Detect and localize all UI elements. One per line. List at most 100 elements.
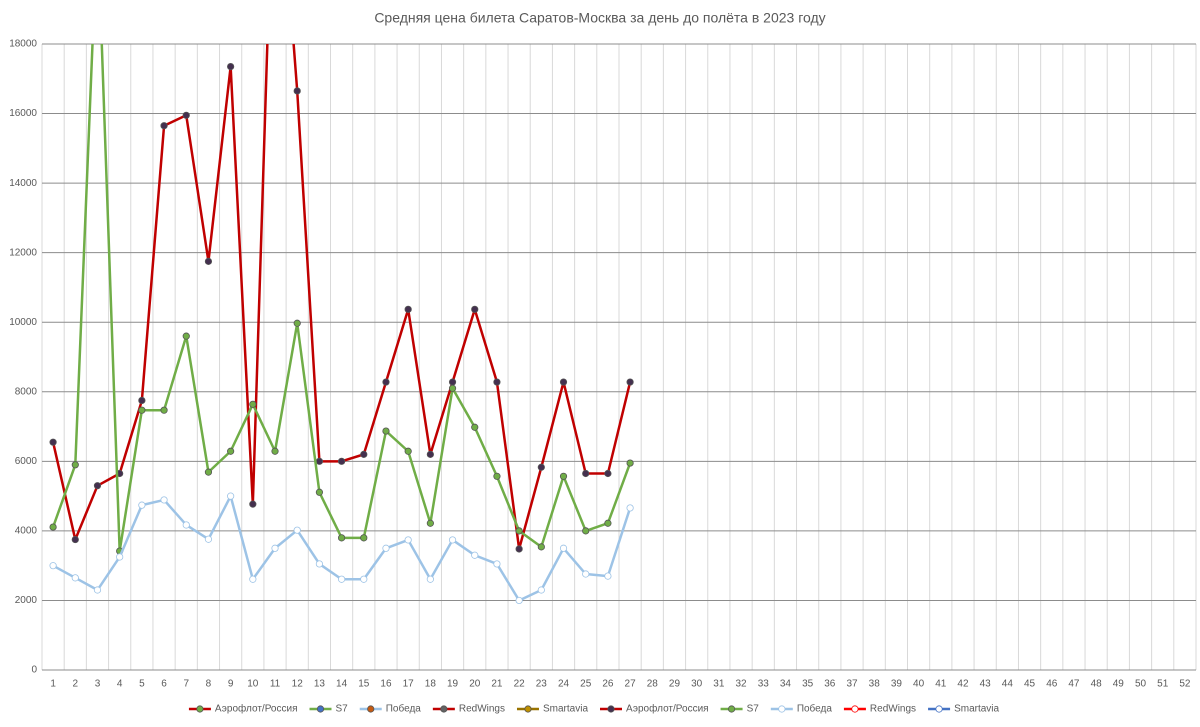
x-tick-label: 45 bbox=[1024, 679, 1036, 690]
data-point bbox=[315, 488, 324, 496]
data-point bbox=[227, 447, 235, 455]
x-tick-label: 47 bbox=[1068, 679, 1080, 690]
data-point bbox=[559, 378, 568, 386]
data-point bbox=[493, 378, 501, 386]
data-point bbox=[71, 574, 79, 582]
data-point bbox=[448, 384, 457, 392]
x-tick-label: 14 bbox=[336, 679, 348, 690]
data-point bbox=[138, 406, 146, 414]
y-tick-label: 12000 bbox=[9, 247, 37, 258]
legend-item: Аэрофлот/Россия bbox=[600, 703, 709, 715]
x-tick-label: 35 bbox=[802, 679, 814, 690]
data-point bbox=[515, 596, 523, 605]
data-point bbox=[293, 526, 301, 534]
data-point bbox=[49, 523, 57, 531]
legend-marker bbox=[778, 705, 786, 713]
legend-item: S7 bbox=[720, 704, 760, 715]
data-point bbox=[138, 396, 146, 405]
data-point bbox=[626, 378, 634, 386]
y-tick-label: 0 bbox=[31, 665, 37, 676]
data-point bbox=[249, 400, 257, 408]
legend-marker bbox=[316, 705, 325, 713]
data-point bbox=[448, 536, 457, 544]
x-tick-label: 3 bbox=[95, 679, 101, 690]
x-tick-label: 26 bbox=[602, 679, 614, 690]
legend-item: S7 bbox=[309, 704, 349, 715]
x-tick-label: 28 bbox=[647, 679, 659, 690]
data-point bbox=[515, 545, 523, 553]
y-tick-label: 4000 bbox=[15, 526, 38, 537]
chart-title: Средняя цена билета Саратов-Москва за де… bbox=[374, 10, 825, 26]
x-tick-label: 24 bbox=[558, 679, 570, 690]
data-point bbox=[404, 536, 412, 544]
x-tick-label: 48 bbox=[1091, 679, 1103, 690]
x-tick-label: 41 bbox=[935, 679, 947, 690]
x-tick-label: 52 bbox=[1179, 679, 1191, 690]
data-point bbox=[227, 63, 235, 71]
x-tick-label: 38 bbox=[869, 679, 881, 690]
data-point bbox=[471, 305, 479, 313]
x-tick-label: 50 bbox=[1135, 679, 1147, 690]
data-point bbox=[426, 519, 434, 527]
data-point bbox=[71, 461, 79, 469]
data-point bbox=[293, 87, 301, 95]
data-point bbox=[493, 472, 501, 480]
x-tick-label: 22 bbox=[514, 679, 526, 690]
x-tick-label: 15 bbox=[358, 679, 370, 690]
legend-marker bbox=[440, 705, 448, 713]
x-tick-label: 27 bbox=[625, 679, 637, 690]
data-point bbox=[182, 521, 190, 529]
legend-label: RedWings bbox=[459, 704, 505, 715]
x-tick-label: 44 bbox=[1002, 679, 1014, 690]
data-point bbox=[582, 527, 590, 535]
data-point bbox=[337, 534, 346, 542]
data-point bbox=[582, 469, 590, 478]
y-tick-label: 18000 bbox=[9, 39, 37, 50]
x-tick-label: 37 bbox=[846, 679, 858, 690]
legend-item: Аэрофлот/Россия bbox=[188, 703, 298, 715]
x-tick-label: 7 bbox=[183, 679, 189, 690]
x-tick-label: 46 bbox=[1046, 679, 1058, 690]
legend-marker bbox=[935, 705, 943, 713]
data-point bbox=[49, 438, 57, 446]
legend-item: Победа bbox=[770, 703, 832, 715]
x-tick-label: 4 bbox=[117, 679, 123, 690]
x-tick-label: 33 bbox=[758, 679, 770, 690]
x-tick-label: 13 bbox=[314, 679, 326, 690]
legend-label: S7 bbox=[747, 704, 760, 715]
data-point bbox=[360, 534, 368, 542]
x-tick-label: 31 bbox=[713, 679, 725, 690]
legend-item: Победа bbox=[359, 703, 422, 715]
data-point bbox=[315, 560, 324, 568]
y-tick-label: 14000 bbox=[9, 178, 37, 189]
legend-item: RedWings bbox=[432, 704, 505, 715]
data-point bbox=[382, 544, 390, 552]
data-point bbox=[471, 551, 479, 559]
x-tick-label: 29 bbox=[669, 679, 681, 690]
legend-label: Smartavia bbox=[954, 704, 999, 715]
x-tick-label: 39 bbox=[891, 679, 903, 690]
data-point bbox=[182, 332, 190, 340]
x-tick-label: 43 bbox=[980, 679, 992, 690]
x-tick-label: 30 bbox=[691, 679, 703, 690]
data-point bbox=[626, 504, 634, 512]
data-point bbox=[382, 378, 390, 386]
data-point bbox=[337, 457, 346, 465]
data-point bbox=[182, 111, 190, 119]
x-tick-label: 17 bbox=[403, 679, 415, 690]
legend-marker bbox=[607, 705, 615, 713]
x-tick-label: 51 bbox=[1157, 679, 1169, 690]
data-point bbox=[582, 570, 590, 578]
data-point bbox=[382, 427, 390, 435]
data-point bbox=[204, 257, 213, 265]
legend-label: S7 bbox=[336, 704, 349, 715]
x-tick-label: 19 bbox=[447, 679, 459, 690]
x-tick-label: 21 bbox=[491, 679, 503, 690]
data-point bbox=[559, 472, 568, 480]
legend-label: Аэрофлот/Россия bbox=[626, 703, 709, 715]
data-point bbox=[360, 575, 368, 583]
data-point bbox=[249, 575, 257, 583]
data-point bbox=[71, 535, 79, 544]
x-tick-label: 18 bbox=[425, 679, 437, 690]
legend-label: Победа bbox=[386, 703, 422, 715]
